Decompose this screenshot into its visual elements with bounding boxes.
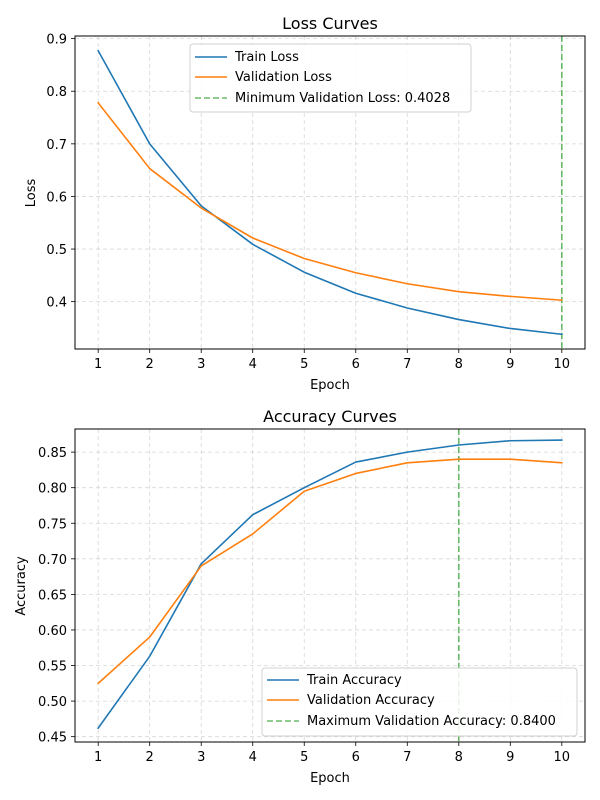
accuracy-y-tick-label-0: 0.45 <box>38 731 67 746</box>
loss-x-tick-label-8: 9 <box>506 357 514 372</box>
loss-x-tick-label-4: 5 <box>300 357 308 372</box>
accuracy-chart-title: Accuracy Curves <box>263 407 397 426</box>
loss-y-tick-label-4: 0.8 <box>46 85 67 100</box>
accuracy-x-tick-label-7: 8 <box>455 750 463 765</box>
loss-legend-label-min: Minimum Validation Loss: 0.4028 <box>235 91 450 106</box>
loss-series-train-loss <box>97 49 563 336</box>
loss-x-tick-label-2: 3 <box>197 357 205 372</box>
accuracy-y-tick-label-8: 0.85 <box>38 446 67 461</box>
loss-x-tick-label-7: 8 <box>455 357 463 372</box>
loss-legend: Train Loss Validation Loss Minimum Valid… <box>189 43 472 113</box>
accuracy-chart: Accuracy Curves 1 2 3 4 5 6 7 8 9 10 0.45 0.50 0.55… <box>14 407 586 786</box>
loss-y-tick-label-2: 0.6 <box>46 190 67 205</box>
accuracy-series-train-accuracy <box>97 439 563 730</box>
accuracy-series-validation-accuracy <box>97 458 563 685</box>
accuracy-x-tick-label-3: 4 <box>249 750 257 765</box>
accuracy-legend-box <box>261 667 578 737</box>
accuracy-series-lines <box>97 439 563 730</box>
accuracy-y-tick-label-6: 0.75 <box>38 517 67 532</box>
loss-chart-title: Loss Curves <box>282 14 378 33</box>
accuracy-legend-label-train: Train Accuracy <box>306 673 402 688</box>
accuracy-y-tick-label-4: 0.65 <box>38 588 67 603</box>
loss-series-lines <box>97 49 563 336</box>
loss-x-tick-label-0: 1 <box>94 357 102 372</box>
loss-x-ticks: 1 2 3 4 5 6 7 8 9 10 <box>94 349 570 372</box>
loss-x-tick-label-6: 7 <box>403 357 411 372</box>
loss-y-tick-label-3: 0.7 <box>46 138 67 153</box>
accuracy-legend-label-validation: Validation Accuracy <box>307 693 435 708</box>
accuracy-y-tick-label-7: 0.80 <box>38 482 67 497</box>
accuracy-x-ticks: 1 2 3 4 5 6 7 8 9 10 <box>94 742 570 765</box>
loss-y-tick-label-0: 0.4 <box>46 296 67 311</box>
loss-plot-frame <box>74 35 586 350</box>
loss-x-tick-label-9: 10 <box>554 357 571 372</box>
loss-y-axis-label: Loss <box>24 179 39 208</box>
accuracy-x-tick-label-6: 7 <box>403 750 411 765</box>
accuracy-y-tick-label-5: 0.70 <box>38 553 67 568</box>
accuracy-x-tick-label-0: 1 <box>94 750 102 765</box>
accuracy-y-axis-label: Accuracy <box>14 556 29 616</box>
accuracy-x-tick-label-9: 10 <box>554 750 571 765</box>
accuracy-x-tick-label-8: 9 <box>506 750 514 765</box>
loss-legend-label-train: Train Loss <box>234 50 299 65</box>
loss-legend-box <box>189 43 472 113</box>
accuracy-y-tick-label-1: 0.50 <box>38 695 67 710</box>
loss-x-tick-label-3: 4 <box>249 357 257 372</box>
loss-y-tick-label-1: 0.5 <box>46 243 67 258</box>
loss-chart: Loss Curves 1 2 3 4 5 6 7 8 9 10 0.40.50.60.70.80… <box>24 14 586 393</box>
accuracy-y-tick-label-3: 0.60 <box>38 624 67 639</box>
loss-x-axis-label: Epoch <box>310 378 350 393</box>
accuracy-legend: Train Accuracy Validation Accuracy Maxim… <box>261 667 578 737</box>
accuracy-legend-label-max: Maximum Validation Accuracy: 0.8400 <box>307 714 556 729</box>
loss-x-tick-label-1: 2 <box>146 357 154 372</box>
loss-series-validation-loss <box>97 101 563 302</box>
loss-y-tick-label-5: 0.9 <box>46 33 67 48</box>
accuracy-x-tick-label-4: 5 <box>300 750 308 765</box>
loss-y-ticks: 0.4 0.5 0.6 0.7 0.8 0.9 <box>46 33 75 311</box>
loss-x-tick-label-5: 6 <box>352 357 360 372</box>
accuracy-x-tick-label-1: 2 <box>146 750 154 765</box>
accuracy-x-tick-label-2: 3 <box>197 750 205 765</box>
accuracy-x-tick-label-5: 6 <box>352 750 360 765</box>
accuracy-y-tick-label-2: 0.55 <box>38 660 67 675</box>
loss-legend-label-validation: Validation Loss <box>235 70 332 85</box>
accuracy-x-axis-label: Epoch <box>310 771 350 786</box>
accuracy-y-ticks: 0.45 0.50 0.55 0.60 0.65 0.70 0.75 0.80 0.85 <box>38 446 75 746</box>
accuracy-plot-frame <box>74 428 586 743</box>
